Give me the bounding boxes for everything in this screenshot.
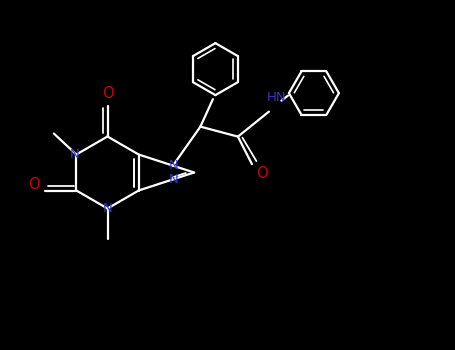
Text: N: N <box>168 173 178 187</box>
Text: O: O <box>257 166 268 181</box>
Text: N: N <box>168 159 178 172</box>
Text: O: O <box>101 86 113 102</box>
Text: O: O <box>29 177 40 192</box>
Text: N: N <box>103 203 112 216</box>
Text: HN: HN <box>267 91 286 104</box>
Text: N: N <box>70 147 79 161</box>
